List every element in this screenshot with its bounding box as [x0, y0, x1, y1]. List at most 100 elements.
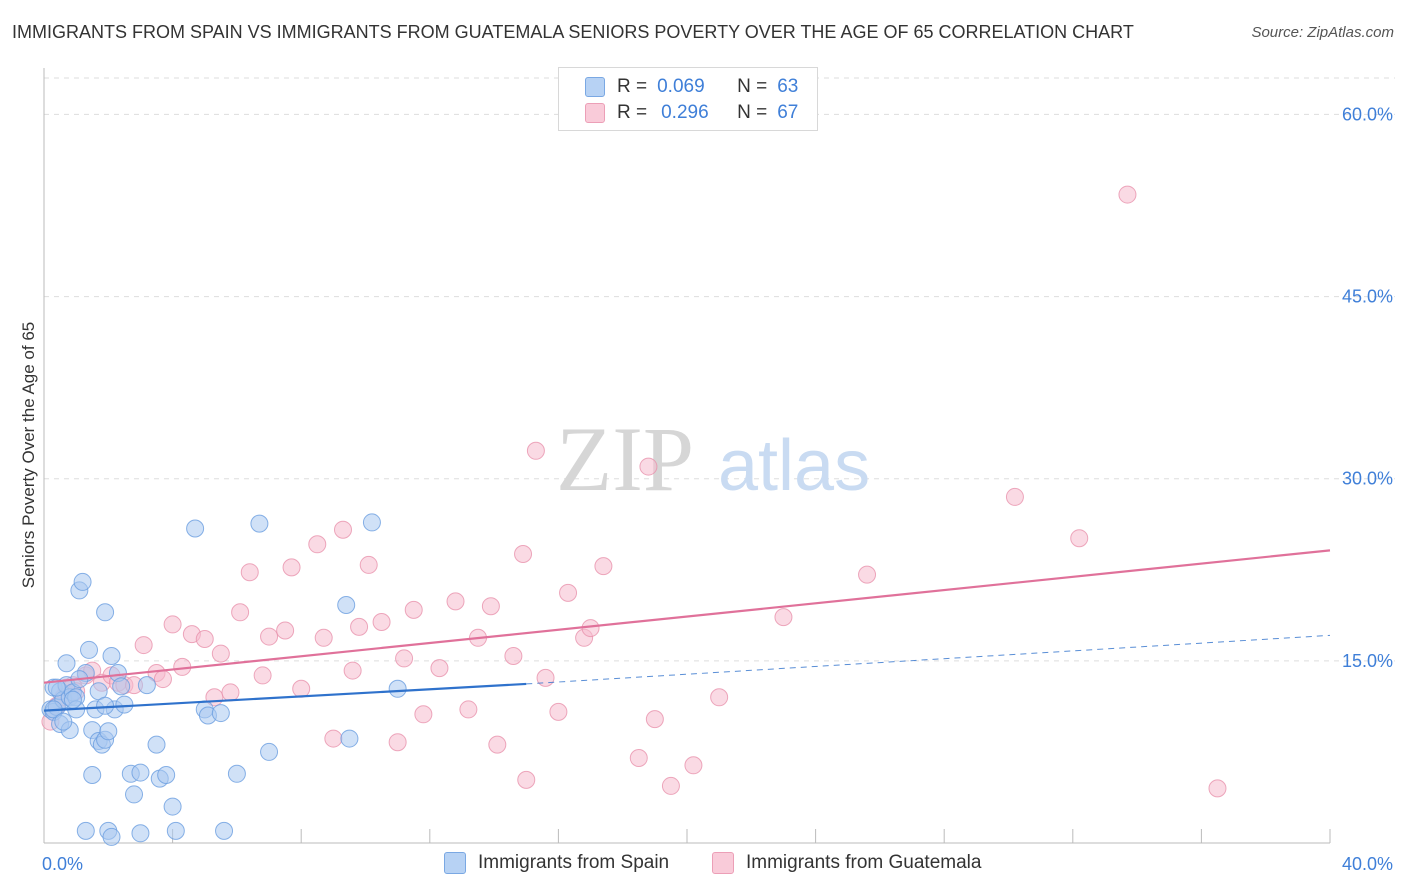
spain-point — [47, 678, 66, 697]
guatemala-point — [639, 457, 658, 476]
spain-point — [102, 647, 121, 665]
spain-point — [163, 797, 182, 816]
guatemala-r-value: 0.296 — [661, 102, 709, 123]
guatemala-legend-label: Immigrants from Guatemala — [746, 852, 982, 873]
spain-point — [80, 640, 99, 659]
guatemala-point — [153, 670, 172, 689]
guatemala-point — [343, 661, 362, 680]
guatemala-point — [163, 615, 182, 634]
guatemala-point — [710, 688, 729, 707]
spain-trend-extension — [526, 634, 1331, 685]
guatemala-point — [774, 608, 793, 627]
spain-point — [227, 764, 246, 783]
guatemala-point — [446, 592, 465, 611]
guatemala-point — [240, 563, 259, 582]
guatemala-point — [559, 583, 578, 602]
guatemala-point — [549, 702, 568, 721]
spain-point — [96, 696, 115, 715]
n-label: N = — [737, 102, 768, 123]
spain-n-value: 63 — [777, 76, 799, 97]
guatemala-point — [395, 649, 414, 668]
guatemala-point — [504, 647, 523, 665]
guatemala-point — [645, 710, 664, 729]
guatemala-point — [372, 613, 391, 631]
guatemala-point — [414, 705, 433, 724]
guatemala-point — [359, 555, 378, 574]
spain-swatch — [585, 77, 605, 97]
guatemala-legend-swatch — [712, 852, 734, 874]
spain-point — [96, 603, 115, 622]
r-label: R = — [617, 102, 648, 123]
spain-point — [83, 766, 102, 784]
spain-r-value: 0.069 — [657, 76, 705, 97]
guatemala-point — [684, 756, 703, 775]
guatemala-point — [314, 628, 333, 647]
guatemala-point — [195, 630, 214, 648]
guatemala-point — [324, 729, 343, 748]
guatemala-point — [282, 558, 301, 577]
guatemala-point — [430, 659, 449, 678]
guatemala-point — [526, 441, 545, 460]
spain-point — [215, 821, 234, 840]
bottom-legend-guatemala: Immigrants from Guatemala — [712, 852, 981, 874]
spain-point — [131, 763, 150, 782]
spain-point — [57, 654, 76, 673]
guatemala-n-value: 67 — [777, 102, 799, 123]
guatemala-point — [253, 666, 272, 685]
guatemala-point — [517, 770, 536, 789]
y-tick-label: 30.0% — [1342, 469, 1393, 489]
guatemala-point — [1005, 487, 1024, 506]
spain-point — [388, 679, 407, 698]
guatemala-point — [231, 603, 250, 622]
source-label: Source: ZipAtlas.com — [1251, 24, 1394, 41]
guatemala-swatch — [585, 103, 605, 123]
y-tick-label: 15.0% — [1342, 651, 1393, 671]
spain-point — [54, 712, 73, 731]
spain-point — [166, 821, 185, 840]
watermark-zip: ZIP — [556, 408, 694, 510]
legend-row-spain: R = 0.069 N = 63 — [585, 75, 798, 99]
r-label: R = — [617, 76, 648, 97]
guatemala-point — [333, 520, 352, 539]
guatemala-point — [629, 749, 648, 767]
guatemala-point — [276, 621, 295, 640]
spain-point — [73, 572, 92, 591]
guatemala-point — [211, 644, 230, 663]
guatemala-trend-line — [43, 549, 1331, 684]
legend-row-guatemala: R = 0.296 N = 67 — [585, 101, 798, 125]
spain-point — [337, 596, 356, 614]
guatemala-point — [308, 535, 327, 554]
guatemala-point — [260, 627, 279, 646]
guatemala-point — [459, 700, 478, 719]
spain-point — [137, 676, 156, 695]
spain-point — [157, 766, 176, 784]
guatemala-point — [1208, 779, 1227, 798]
guatemala-point — [536, 668, 555, 687]
spain-point — [131, 824, 150, 843]
tick-labels: 15.0% 30.0% 45.0% 60.0% 0.0% 40.0% — [42, 104, 1393, 874]
spain-point — [102, 827, 121, 846]
guatemala-point — [404, 600, 423, 619]
x-tick-label: 0.0% — [42, 854, 83, 874]
chart-title: IMMIGRANTS FROM SPAIN VS IMMIGRANTS FROM… — [12, 22, 1134, 42]
guatemala-point — [488, 735, 507, 754]
guatemala-point — [514, 545, 533, 563]
spain-point — [63, 690, 82, 709]
spain-trend-line — [43, 682, 527, 712]
x-tick-label: 40.0% — [1342, 854, 1393, 874]
spain-point — [115, 695, 134, 714]
y-axis-label: Seniors Poverty Over the Age of 65 — [19, 322, 38, 588]
guatemala-point — [388, 733, 407, 752]
spain-legend-label: Immigrants from Spain — [478, 852, 670, 873]
spain-point — [260, 742, 279, 761]
spain-point — [99, 722, 118, 741]
watermark-atlas: atlas — [718, 426, 870, 506]
guatemala-point — [134, 636, 153, 655]
guatemala-point — [292, 679, 311, 698]
trend-lines — [43, 549, 1331, 712]
spain-point — [112, 677, 131, 696]
guatemala-point — [661, 776, 680, 795]
spain-point — [250, 514, 269, 533]
y-tick-label: 60.0% — [1342, 104, 1393, 124]
